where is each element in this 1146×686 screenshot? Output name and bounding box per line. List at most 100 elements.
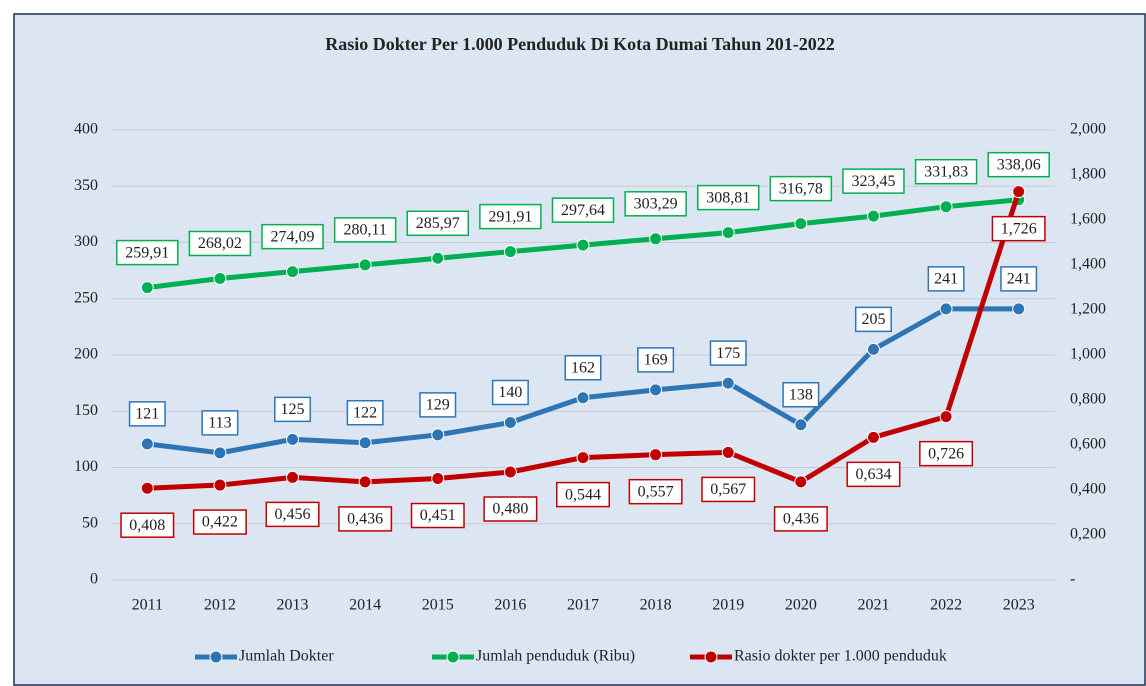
data-label: 113 <box>208 415 231 432</box>
point <box>286 470 300 484</box>
data-label: 291,91 <box>488 208 532 225</box>
y-tick-label: 100 <box>74 458 98 475</box>
data-label: 0,436 <box>783 511 819 528</box>
point <box>213 271 227 285</box>
data-label: 316,78 <box>779 180 823 197</box>
data-label: 0,422 <box>202 514 238 531</box>
data-label-box <box>991 215 1046 242</box>
data-label-box <box>333 217 397 243</box>
legend-label: Jumlah penduduk (Ribu) <box>476 648 635 665</box>
data-label-box <box>551 197 615 223</box>
point <box>576 451 590 465</box>
data-label: 138 <box>789 386 813 403</box>
x-tick-label: 2014 <box>349 597 381 614</box>
data-label: 308,81 <box>706 189 750 206</box>
data-label-box <box>188 230 252 257</box>
data-label-box <box>192 509 247 535</box>
data-label-box <box>709 340 747 366</box>
data-label: 175 <box>716 345 740 362</box>
legend-marker <box>446 650 460 664</box>
data-label-box <box>419 392 457 418</box>
x-tick-label: 2015 <box>422 597 454 614</box>
data-label-box <box>701 476 756 503</box>
point <box>286 265 300 279</box>
data-label-box <box>637 347 675 373</box>
y-tick-label: 150 <box>74 402 98 419</box>
data-label-box <box>842 168 905 194</box>
point <box>721 445 735 459</box>
data-label: 0,634 <box>855 466 891 483</box>
y2-tick-label: 0,200 <box>1070 526 1106 543</box>
data-label-box <box>854 306 892 333</box>
legend-label: Jumlah Dokter <box>239 648 334 665</box>
data-label: 0,456 <box>275 506 311 523</box>
data-label-box <box>556 481 610 508</box>
data-label-box <box>338 506 393 532</box>
y-tick-label: 400 <box>74 121 98 138</box>
data-label: 268,02 <box>198 235 242 252</box>
point <box>939 410 953 424</box>
point <box>503 465 517 479</box>
x-tick-label: 2011 <box>132 597 163 614</box>
legend-label: Rasio dokter per 1.000 penduduk <box>734 648 947 665</box>
data-label-box <box>927 266 965 292</box>
data-label: 0,544 <box>565 486 601 503</box>
data-label-box <box>116 239 179 266</box>
y-tick-label: 300 <box>74 233 98 250</box>
data-label: 0,408 <box>129 517 165 534</box>
point <box>431 472 445 486</box>
data-label-box <box>483 496 538 522</box>
y2-tick-label: 1,400 <box>1070 256 1106 273</box>
point <box>939 200 953 214</box>
data-label-box <box>1000 266 1038 292</box>
y2-tick-label: 2,000 <box>1070 121 1106 138</box>
data-label: 125 <box>281 401 305 418</box>
legend-marker <box>704 650 718 664</box>
point <box>794 217 808 231</box>
point <box>503 416 517 429</box>
point <box>794 418 808 432</box>
x-tick-label: 2017 <box>567 597 599 614</box>
data-label: 122 <box>353 404 377 421</box>
point <box>576 238 590 252</box>
data-label: 323,45 <box>851 173 895 190</box>
data-label-box <box>564 355 602 381</box>
point <box>140 437 154 451</box>
data-label: 0,451 <box>420 507 456 524</box>
data-label: 121 <box>135 406 159 423</box>
data-label: 140 <box>498 384 522 401</box>
x-tick-label: 2019 <box>712 597 744 614</box>
y2-tick-label: 1,600 <box>1070 211 1106 228</box>
x-tick-label: 2022 <box>930 597 962 614</box>
data-label-box <box>346 400 384 426</box>
data-label: 0,557 <box>638 483 674 500</box>
point <box>358 436 372 450</box>
data-label-box <box>479 203 542 230</box>
data-label: 259,91 <box>125 244 169 261</box>
data-label-box <box>919 440 974 467</box>
point <box>140 481 154 495</box>
data-label-box <box>406 210 470 237</box>
y-tick-label: 200 <box>74 346 98 363</box>
chart-frame <box>13 13 1146 686</box>
data-label: 285,97 <box>416 215 460 232</box>
y-tick-label: 250 <box>74 289 98 306</box>
point <box>213 478 227 492</box>
y-tick-label: 0 <box>90 571 98 588</box>
y2-tick-label: 0,800 <box>1070 391 1106 408</box>
data-label-box <box>987 151 1050 178</box>
x-tick-label: 2012 <box>204 597 236 614</box>
data-label: 169 <box>644 352 668 369</box>
y-tick-label: 350 <box>74 177 98 194</box>
x-tick-label: 2018 <box>640 597 672 614</box>
point <box>140 281 154 295</box>
point <box>721 376 735 390</box>
data-label: 338,06 <box>997 156 1041 173</box>
data-label-box <box>624 191 687 217</box>
data-label: 303,29 <box>634 195 678 212</box>
y2-tick-label: 0,600 <box>1070 436 1106 453</box>
point <box>649 448 663 462</box>
data-label: 0,436 <box>347 511 383 528</box>
y2-tick-label: 1,000 <box>1070 346 1106 363</box>
